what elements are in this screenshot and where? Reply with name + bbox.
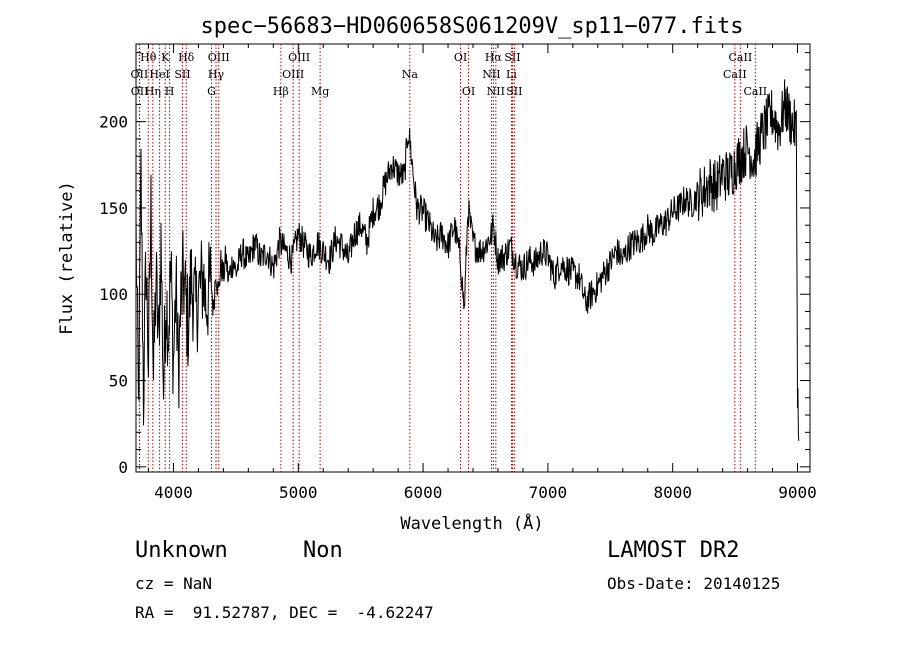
y-tick-label: 100: [99, 285, 128, 304]
x-tick-label: 6000: [404, 483, 443, 502]
line-label: OI: [462, 85, 475, 98]
line-label: OII: [131, 85, 149, 98]
line-label: OIII: [208, 51, 230, 64]
line-label: OII: [131, 68, 149, 81]
line-label: CaII: [743, 85, 767, 98]
spectrum-series: [135, 79, 800, 441]
line-label: G: [207, 85, 216, 98]
line-label: H: [165, 85, 175, 98]
line-label: Li: [506, 68, 517, 81]
axis-ticks: 4000 5000 6000 7000 8000 9000 0 50 100 150 200: [99, 44, 817, 502]
line-label: NII: [487, 85, 505, 98]
line-label: NII: [482, 68, 500, 81]
x-tick-label: 5000: [279, 483, 318, 502]
y-tick-label: 150: [99, 199, 128, 218]
line-label: OIII: [288, 51, 310, 64]
line-markers: Hθ OII OII K HeI Hη H SII Hδ OIII Hγ G Hβ OIII OIII Mg N…: [131, 44, 767, 472]
line-label: Hα: [485, 51, 503, 64]
line-label: CaII: [723, 68, 747, 81]
line-label: CaII: [729, 51, 753, 64]
x-axis-label: Wavelength (Å): [400, 512, 543, 534]
line-label: OI: [454, 51, 467, 64]
x-tick-label: 9000: [778, 483, 817, 502]
coordinates-readout: RA = 91.52787, DEC = -4.62247: [135, 603, 434, 622]
plot-frame: [135, 43, 811, 473]
object-class: Unknown: [135, 538, 228, 563]
line-label: SII: [506, 85, 522, 98]
line-label: Hβ: [273, 85, 289, 98]
line-label: Hη: [145, 85, 161, 98]
x-tick-label: 8000: [653, 483, 692, 502]
line-label: SII: [504, 51, 520, 64]
object-subclass: Non: [303, 538, 343, 563]
line-label: SII: [174, 68, 190, 81]
line-label: HeI: [149, 68, 169, 81]
y-axis-label: Flux (relative): [57, 181, 77, 335]
redshift-readout: cz = NaN: [135, 574, 213, 593]
line-label: OIII: [282, 68, 304, 81]
y-tick-label: 0: [118, 458, 128, 477]
line-label: K: [161, 51, 170, 64]
line-label: Mg: [311, 85, 329, 98]
line-label: Hδ: [178, 51, 195, 64]
y-tick-label: 50: [109, 372, 128, 391]
x-tick-label: 7000: [529, 483, 568, 502]
x-tick-label: 4000: [154, 483, 193, 502]
survey-name: LAMOST DR2: [607, 538, 740, 563]
y-tick-label: 200: [99, 113, 128, 132]
chart-title: spec−56683−HD060658S061209V_sp11−077.fit…: [200, 14, 743, 39]
line-label: Hθ: [140, 51, 157, 64]
line-label: Na: [402, 68, 419, 81]
spectrum-line: [135, 79, 800, 441]
line-label: Hγ: [208, 68, 225, 81]
observation-date: Obs-Date: 20140125: [607, 574, 781, 593]
